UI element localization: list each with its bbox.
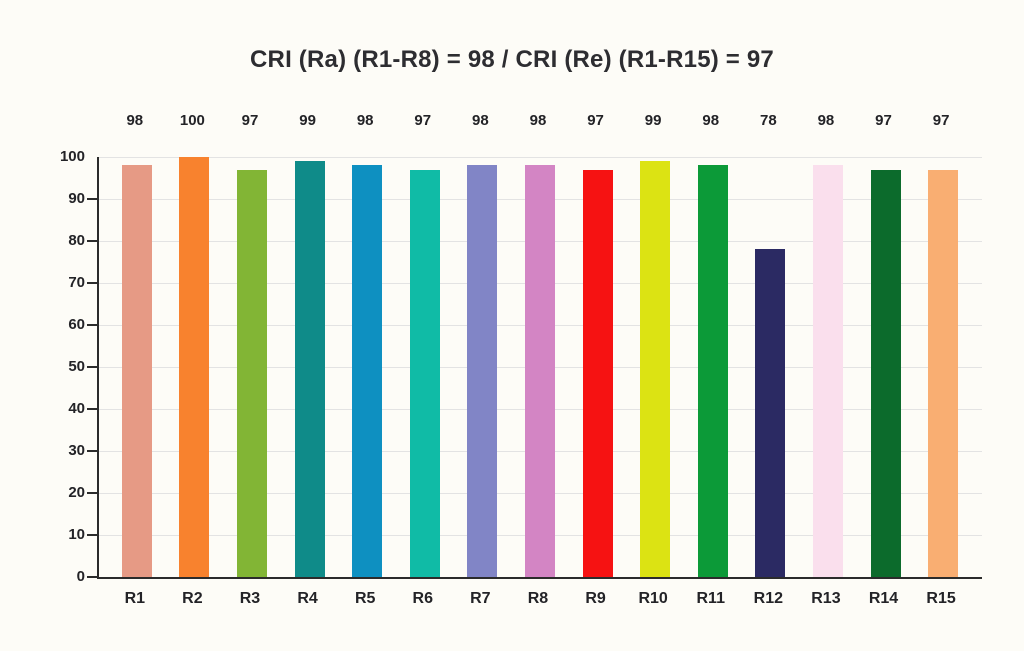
- bar-R12: [755, 249, 786, 577]
- x-axis-labels-row: R1 R2 R3 R4 R5 R6 R7 R8 R9 R10 R11 R12 R13 R14 R15: [97, 588, 980, 610]
- value-label-R4: 99: [299, 112, 316, 129]
- bar-column-R11: [684, 157, 742, 577]
- bar-column-R3: [223, 157, 281, 577]
- value-label-R2: 100: [179, 112, 205, 129]
- y-axis-label-90: 90: [68, 190, 85, 207]
- value-label-R3: 97: [241, 112, 259, 129]
- bar-column-R8: [511, 157, 569, 577]
- value-label-R12: 78: [759, 112, 777, 129]
- bar-column-R13: [799, 157, 857, 577]
- y-axis-tick-20: [87, 492, 97, 494]
- x-axis-label-R12: R12: [753, 590, 783, 607]
- y-axis-label-20: 20: [68, 484, 85, 501]
- y-axis-label-80: 80: [68, 232, 85, 249]
- x-axis-label-R5: R5: [354, 590, 376, 607]
- x-axis-label-R14: R14: [868, 590, 899, 607]
- value-label-R13: 98: [817, 112, 835, 129]
- bar-R8: [524, 165, 555, 577]
- x-axis-label-R1: R1: [124, 590, 146, 607]
- bar-column-R4: [281, 157, 339, 577]
- y-axis-tick-30: [87, 450, 97, 452]
- y-axis-label-60: 60: [68, 316, 85, 333]
- bar-R3: [236, 169, 267, 577]
- y-axis-label-100: 100: [59, 148, 85, 165]
- bar-R5: [352, 165, 383, 577]
- x-axis-label-R15: R15: [926, 590, 956, 607]
- value-label-R11: 98: [702, 112, 720, 129]
- value-label-R15: 97: [932, 112, 950, 129]
- y-axis-tick-60: [87, 324, 97, 326]
- bar-R13: [812, 165, 843, 577]
- value-label-R1: 98: [126, 112, 144, 129]
- x-axis-label-R11: R11: [696, 590, 725, 607]
- y-axis-label-0: 0: [76, 568, 85, 585]
- bar-R4: [294, 161, 325, 577]
- x-axis-label-R7: R7: [470, 590, 491, 607]
- bar-R10: [640, 161, 671, 577]
- bar-column-R10: [626, 157, 684, 577]
- y-axis-label-40: 40: [68, 400, 85, 417]
- x-axis-label-R2: R2: [182, 590, 203, 607]
- y-axis-label-30: 30: [68, 442, 85, 459]
- y-axis-tick-70: [87, 282, 97, 284]
- bar-column-R12: [742, 157, 800, 577]
- bar-R6: [409, 169, 440, 577]
- bar-column-R14: [857, 157, 915, 577]
- bar-column-R15: [914, 157, 972, 577]
- y-axis-tick-50: [87, 366, 97, 368]
- bar-column-R6: [396, 157, 454, 577]
- y-axis-tick-0: [87, 576, 97, 578]
- y-axis-label-10: 10: [68, 526, 85, 543]
- chart-title: CRI (Ra) (R1-R8) = 98 / CRI (Re) (R1-R15…: [250, 46, 774, 73]
- x-axis-label-R6: R6: [412, 590, 433, 607]
- y-axis-tick-40: [87, 408, 97, 410]
- bar-R14: [870, 169, 901, 577]
- value-label-R14: 97: [875, 112, 892, 129]
- y-axis-tick-10: [87, 534, 97, 536]
- y-axis-tick-90: [87, 198, 97, 200]
- value-label-R5: 98: [356, 112, 374, 129]
- bars-row: [108, 157, 972, 577]
- gridline-100: [99, 156, 982, 158]
- bar-column-R9: [569, 157, 627, 577]
- y-axis-label-50: 50: [68, 358, 85, 375]
- bar-R11: [697, 165, 728, 577]
- x-axis-label-R3: R3: [239, 590, 261, 607]
- value-label-R7: 98: [472, 112, 489, 129]
- x-axis-label-R4: R4: [297, 590, 318, 607]
- bar-R7: [467, 165, 498, 577]
- value-label-R9: 97: [587, 112, 604, 129]
- plot-area: 0 10 20 30 40 50 60 70 80 90 100: [60, 148, 982, 585]
- bar-column-R5: [338, 157, 396, 577]
- bar-value-labels-row: 98 100 97 99 98 97 98 98 97 99 98 78 98 97 97: [97, 111, 980, 131]
- x-axis-label-R13: R13: [811, 590, 841, 607]
- x-axis-label-R10: R10: [638, 590, 668, 607]
- x-axis-label-R9: R9: [585, 590, 606, 607]
- bar-column-R1: [108, 157, 166, 577]
- value-label-R8: 98: [529, 112, 547, 129]
- value-label-R10: 99: [644, 112, 662, 129]
- bar-R15: [928, 169, 959, 577]
- y-axis-tick-80: [87, 240, 97, 242]
- bar-R9: [582, 169, 613, 577]
- bar-column-R7: [454, 157, 512, 577]
- value-label-R6: 97: [414, 112, 432, 129]
- bar-column-R2: [166, 157, 224, 577]
- y-axis-label-70: 70: [68, 274, 85, 291]
- bar-R1: [121, 165, 152, 577]
- x-axis-label-R8: R8: [527, 590, 549, 607]
- bar-R2: [179, 157, 210, 577]
